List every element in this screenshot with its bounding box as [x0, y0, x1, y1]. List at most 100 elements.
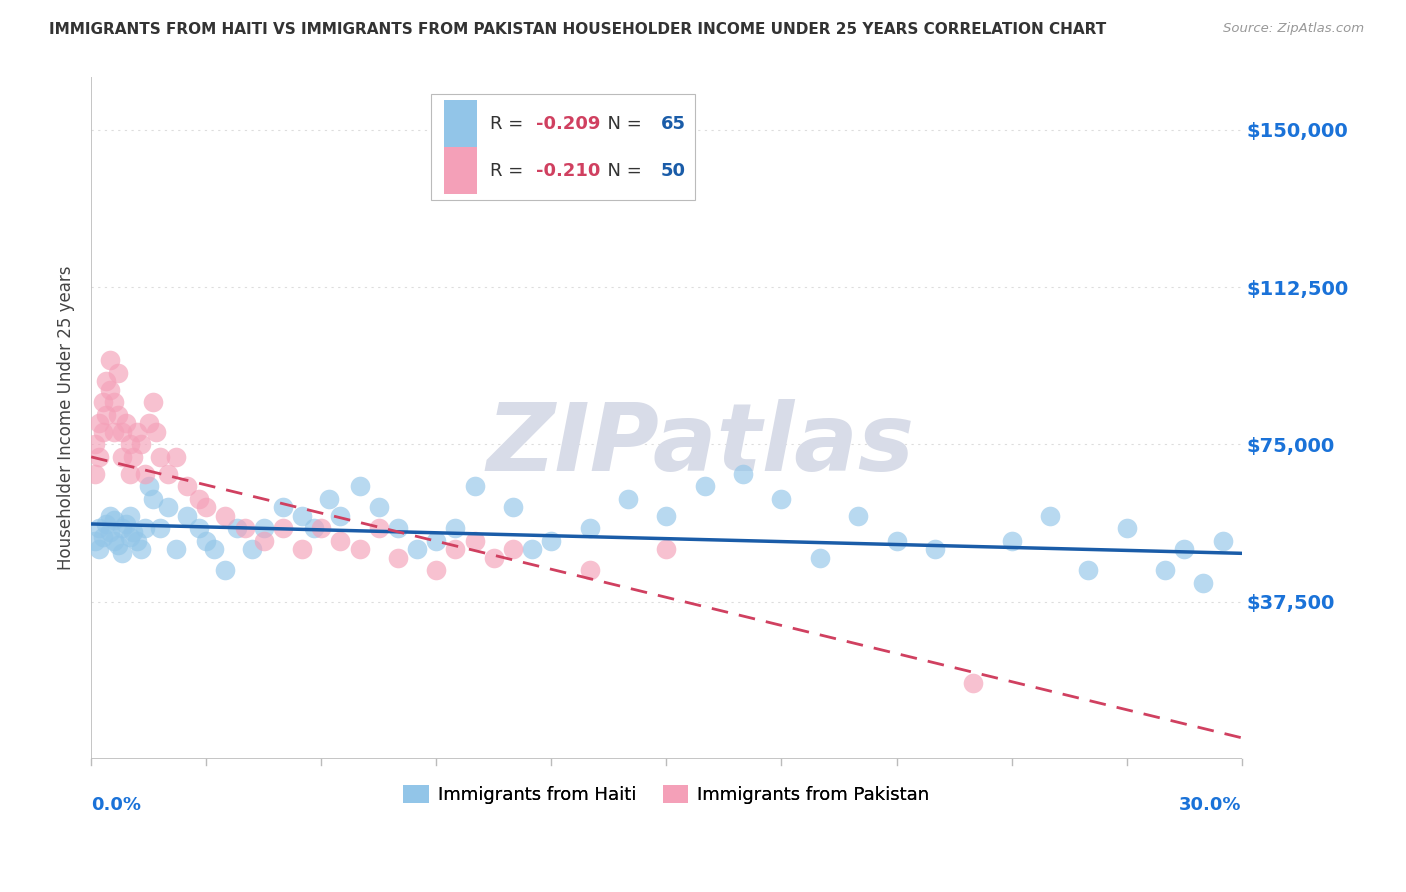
Point [156, 500, 179, 515]
Text: 0.0%: 0.0% [91, 797, 141, 814]
Point [522, 542, 544, 557]
Point [107, 408, 129, 422]
Point [103, 513, 125, 527]
Point [87, 521, 110, 535]
Point [187, 521, 209, 535]
Point [444, 521, 467, 535]
Point [87, 450, 110, 464]
Point [114, 516, 136, 531]
Point [329, 533, 352, 548]
Point [118, 508, 141, 523]
Point [107, 366, 129, 380]
Point [87, 542, 110, 557]
Point [107, 538, 129, 552]
Point [195, 533, 218, 548]
Point [91, 395, 114, 409]
Point [103, 395, 125, 409]
Point [118, 530, 141, 544]
Point [165, 450, 187, 464]
Point [444, 542, 467, 557]
Point [138, 417, 160, 431]
Point [176, 508, 198, 523]
Point [1212, 533, 1234, 548]
Point [214, 508, 236, 523]
Point [886, 533, 908, 548]
Point [318, 491, 340, 506]
Point [149, 521, 172, 535]
Text: ZIPatlas: ZIPatlas [486, 400, 915, 491]
Point [91, 425, 114, 439]
Bar [444, 100, 477, 148]
Point [84, 437, 107, 451]
Text: R =: R = [491, 115, 530, 133]
Point [482, 550, 505, 565]
Text: IMMIGRANTS FROM HAITI VS IMMIGRANTS FROM PAKISTAN HOUSEHOLDER INCOME UNDER 25 YE: IMMIGRANTS FROM HAITI VS IMMIGRANTS FROM… [49, 22, 1107, 37]
Point [349, 542, 371, 557]
Point [138, 479, 160, 493]
Point [103, 425, 125, 439]
Point [733, 467, 755, 481]
Point [770, 491, 793, 506]
Point [253, 533, 276, 548]
Point [1154, 563, 1177, 577]
Text: -0.210: -0.210 [537, 161, 600, 179]
Point [118, 467, 141, 481]
Point [367, 500, 389, 515]
Point [291, 542, 314, 557]
Point [176, 479, 198, 493]
Point [134, 521, 156, 535]
Point [91, 530, 114, 544]
Point [145, 425, 167, 439]
Point [84, 467, 107, 481]
Point [617, 491, 640, 506]
Point [187, 491, 209, 506]
Text: Source: ZipAtlas.com: Source: ZipAtlas.com [1223, 22, 1364, 36]
Point [406, 542, 429, 557]
Point [84, 533, 107, 548]
Point [540, 533, 562, 548]
Point [655, 508, 678, 523]
Point [1192, 575, 1215, 590]
Text: N =: N = [596, 161, 648, 179]
Point [425, 563, 447, 577]
Text: 30.0%: 30.0% [1180, 797, 1241, 814]
Point [1077, 563, 1099, 577]
Point [924, 542, 946, 557]
Point [655, 542, 678, 557]
Point [134, 467, 156, 481]
Point [502, 542, 524, 557]
Point [156, 467, 179, 481]
Text: R =: R = [491, 161, 530, 179]
Point [129, 542, 152, 557]
Point [271, 521, 294, 535]
Point [122, 525, 145, 540]
Point [149, 450, 172, 464]
Y-axis label: Householder Income Under 25 years: Householder Income Under 25 years [58, 266, 75, 570]
Point [111, 425, 134, 439]
Point [502, 500, 524, 515]
Point [165, 542, 187, 557]
Point [127, 425, 149, 439]
Point [464, 533, 486, 548]
Point [111, 521, 134, 535]
Point [846, 508, 869, 523]
Point [302, 521, 325, 535]
Point [425, 533, 447, 548]
Text: 50: 50 [661, 161, 686, 179]
Point [1000, 533, 1022, 548]
Point [195, 500, 218, 515]
Point [202, 542, 225, 557]
Point [96, 408, 118, 422]
Point [387, 550, 409, 565]
Point [693, 479, 716, 493]
Point [96, 375, 118, 389]
Point [962, 676, 984, 690]
Point [118, 437, 141, 451]
Point [103, 533, 125, 548]
Point [129, 437, 152, 451]
Point [122, 450, 145, 464]
Text: N =: N = [596, 115, 648, 133]
Point [309, 521, 332, 535]
Point [214, 563, 236, 577]
Point [225, 521, 247, 535]
